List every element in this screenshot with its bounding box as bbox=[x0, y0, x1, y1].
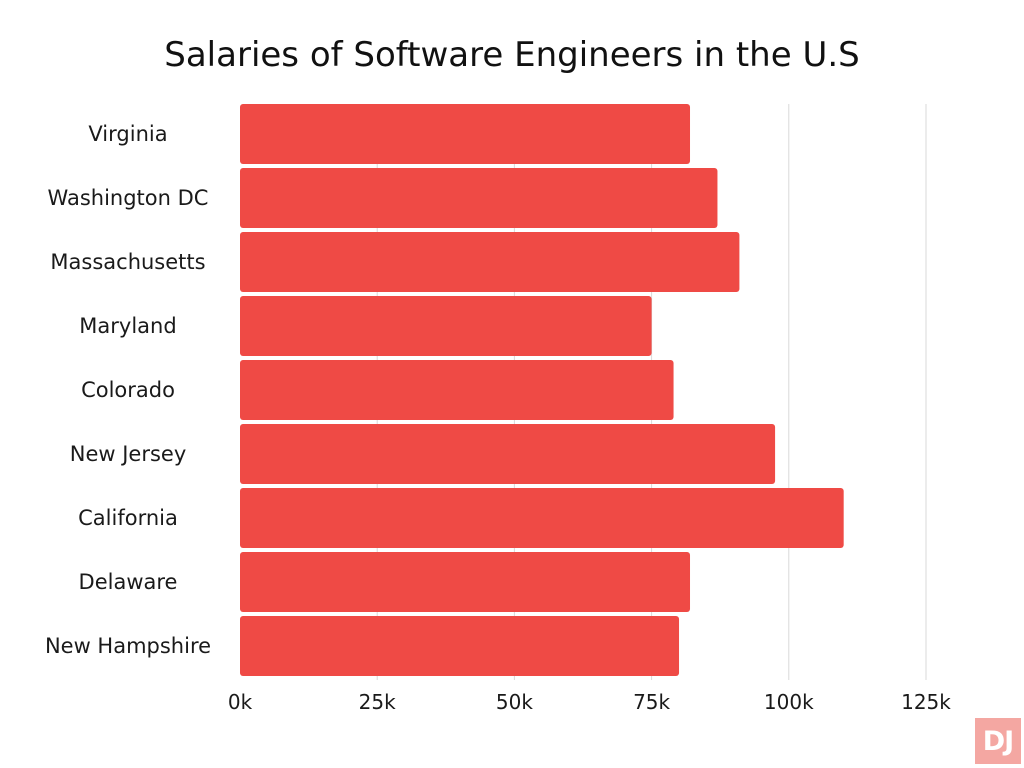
category-label: California bbox=[78, 506, 178, 530]
category-label: Delaware bbox=[79, 570, 178, 594]
category-label: New Hampshire bbox=[45, 634, 211, 658]
bar bbox=[240, 232, 740, 292]
x-tick-label: 75k bbox=[633, 690, 670, 714]
x-tick-label: 50k bbox=[496, 690, 533, 714]
category-label: Virginia bbox=[88, 122, 167, 146]
category-label: New Jersey bbox=[70, 442, 187, 466]
x-tick-label: 100k bbox=[764, 690, 814, 714]
x-tick-label: 25k bbox=[359, 690, 396, 714]
bar bbox=[240, 168, 718, 228]
bar bbox=[240, 296, 652, 356]
bar bbox=[240, 104, 691, 164]
category-label: Maryland bbox=[79, 314, 176, 338]
bar bbox=[240, 488, 844, 548]
bar bbox=[240, 616, 680, 676]
dj-logo: DJ bbox=[975, 718, 1021, 764]
bar bbox=[240, 424, 776, 484]
category-label: Colorado bbox=[81, 378, 175, 402]
category-label: Massachusetts bbox=[50, 250, 205, 274]
bar bbox=[240, 360, 674, 420]
bar bbox=[240, 552, 691, 612]
chart-title: Salaries of Software Engineers in the U.… bbox=[164, 35, 859, 75]
category-label: Washington DC bbox=[48, 186, 209, 210]
x-tick-label: 125k bbox=[901, 690, 951, 714]
bar-group bbox=[240, 104, 844, 676]
x-tick-label: 0k bbox=[228, 690, 253, 714]
x-axis-ticks: 0k 25k 50k 75k 100k 125k bbox=[228, 690, 951, 714]
category-labels: Virginia Washington DC Massachusetts Maryla… bbox=[45, 122, 211, 658]
